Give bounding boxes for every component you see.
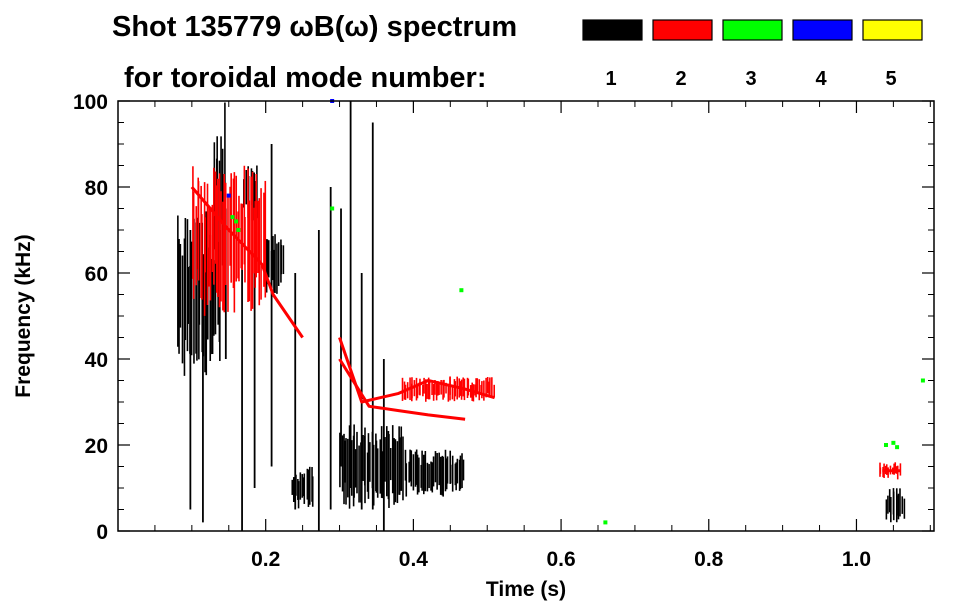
x-tick-label: 0.2 <box>251 548 280 571</box>
series-mode-1-region-6 <box>405 449 465 497</box>
series-mode-1-region-4 <box>291 466 314 509</box>
y-tick-label: 40 <box>85 349 108 372</box>
legend-swatch-mode-1 <box>582 19 643 41</box>
mode-3-point <box>330 206 335 211</box>
chart-title: Shot 135779 ωB(ω) spectrum <box>112 11 517 43</box>
legend-swatch-mode-3 <box>722 19 783 41</box>
series-mode-3 <box>230 206 925 525</box>
axis-ticks: 0.2 0.4 0.6 0.8 1.0 0 20 40 60 80 100 <box>73 91 934 571</box>
mode-3-point <box>234 219 239 224</box>
y-tick-label: 20 <box>85 435 108 458</box>
series-mode-1-region-7 <box>885 488 906 523</box>
legend-label-mode-5: 5 <box>885 68 896 90</box>
x-tick-label: 0.8 <box>694 548 724 571</box>
mode-3-point <box>920 378 925 383</box>
mode-3-point <box>236 228 241 232</box>
legend-label-mode-3: 3 <box>745 68 756 90</box>
mode-2-curve-0 <box>190 186 304 339</box>
y-tick-label: 100 <box>73 91 108 114</box>
mode-3-point <box>891 440 896 445</box>
y-tick-label: 60 <box>85 263 108 286</box>
plot-frame <box>117 100 935 532</box>
legend-swatch-mode-5 <box>862 19 923 41</box>
legend-label-mode-4: 4 <box>815 68 827 90</box>
series-mode-4 <box>226 99 335 198</box>
mode-4-point <box>226 193 231 198</box>
mode-2-curve-2 <box>338 358 466 421</box>
x-tick-label: 0.4 <box>399 548 429 571</box>
y-axis-label: Frequency (kHz) <box>12 234 35 397</box>
x-tick-label: 1.0 <box>842 548 871 571</box>
chart-subtitle: for toroidal mode number: <box>124 62 487 94</box>
legend-label-mode-1: 1 <box>605 68 616 90</box>
x-tick-label: 0.6 <box>546 548 575 571</box>
y-tick-label: 0 <box>96 521 108 544</box>
legend-label-mode-2: 2 <box>675 68 686 90</box>
plot-data <box>177 99 925 531</box>
mode-3-point <box>459 288 464 293</box>
series-mode-2 <box>190 165 902 480</box>
legend-swatch-mode-4 <box>792 19 853 41</box>
mode-3-point <box>895 445 900 450</box>
y-tick-label: 80 <box>85 177 108 200</box>
x-axis-label: Time (s) <box>486 578 566 601</box>
mode-3-point <box>230 215 235 220</box>
series-mode-2-region-1 <box>401 376 495 402</box>
legend-swatch-mode-2 <box>652 19 713 41</box>
mode-3-point <box>884 443 888 447</box>
legend: 1 2 3 4 5 <box>582 19 923 90</box>
series-mode-2-region-0 <box>192 165 267 316</box>
mode-3-point <box>603 520 608 525</box>
